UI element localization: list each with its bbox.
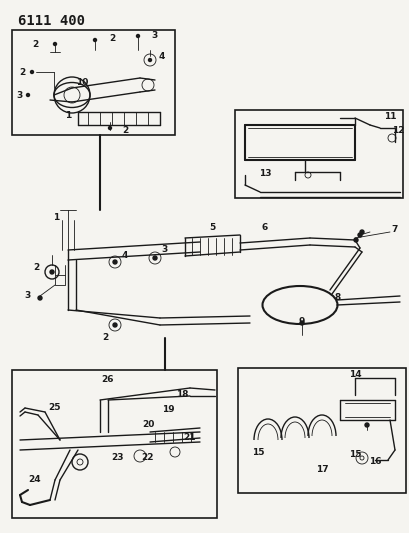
- Circle shape: [93, 38, 96, 42]
- Text: 7: 7: [391, 225, 397, 235]
- Text: 15: 15: [251, 448, 264, 457]
- Text: 21: 21: [183, 433, 196, 442]
- Text: 22: 22: [142, 454, 154, 463]
- Circle shape: [148, 59, 151, 61]
- Circle shape: [53, 43, 56, 45]
- Text: 2: 2: [33, 263, 39, 272]
- Text: 20: 20: [142, 421, 154, 430]
- Text: 15: 15: [348, 450, 360, 459]
- Text: 6111 400: 6111 400: [18, 14, 85, 28]
- Text: 17: 17: [315, 465, 328, 474]
- Text: 3: 3: [25, 290, 31, 300]
- Text: 19: 19: [161, 406, 174, 415]
- Circle shape: [50, 270, 54, 274]
- Circle shape: [38, 296, 42, 300]
- Circle shape: [353, 238, 357, 242]
- Circle shape: [359, 230, 363, 234]
- Bar: [12, 370, 216, 518]
- Text: 16: 16: [368, 457, 380, 466]
- Circle shape: [27, 93, 29, 96]
- Text: 4: 4: [158, 52, 165, 61]
- Text: 2: 2: [19, 68, 25, 77]
- Circle shape: [30, 70, 34, 74]
- Text: 2: 2: [32, 39, 38, 49]
- Text: 3: 3: [17, 91, 23, 100]
- Text: 2: 2: [121, 125, 128, 134]
- Text: 4: 4: [121, 251, 128, 260]
- Bar: [12, 30, 175, 135]
- Circle shape: [364, 423, 368, 427]
- Text: 12: 12: [391, 125, 403, 134]
- Text: 8: 8: [334, 294, 340, 303]
- Circle shape: [113, 323, 117, 327]
- Text: 10: 10: [76, 77, 88, 86]
- Text: 2: 2: [109, 34, 115, 43]
- Circle shape: [357, 233, 361, 237]
- Text: 1: 1: [53, 214, 59, 222]
- Circle shape: [136, 35, 139, 37]
- Circle shape: [299, 321, 303, 325]
- Circle shape: [113, 260, 117, 264]
- Text: 3: 3: [151, 30, 158, 39]
- Circle shape: [108, 126, 111, 130]
- Text: 18: 18: [175, 391, 188, 400]
- Text: 2: 2: [101, 334, 108, 343]
- Text: 24: 24: [29, 475, 41, 484]
- Bar: [237, 368, 405, 493]
- Text: 23: 23: [112, 454, 124, 463]
- Text: 14: 14: [348, 370, 360, 379]
- Text: 5: 5: [208, 223, 215, 232]
- Text: 26: 26: [101, 376, 114, 384]
- Text: 13: 13: [258, 169, 271, 179]
- Circle shape: [153, 256, 157, 260]
- Text: 9: 9: [298, 318, 304, 327]
- Text: 11: 11: [383, 111, 395, 120]
- Text: 1: 1: [65, 110, 71, 119]
- Text: 6: 6: [261, 223, 267, 232]
- Text: 25: 25: [49, 403, 61, 413]
- Text: 3: 3: [162, 246, 168, 254]
- Bar: [234, 110, 402, 198]
